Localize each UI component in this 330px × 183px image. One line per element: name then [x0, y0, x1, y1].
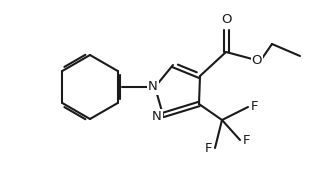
- Text: F: F: [242, 134, 250, 147]
- Text: N: N: [148, 81, 158, 94]
- Text: O: O: [221, 13, 231, 26]
- Text: N: N: [152, 111, 162, 124]
- Text: O: O: [252, 53, 262, 66]
- Text: F: F: [250, 100, 258, 113]
- Text: F: F: [205, 141, 213, 154]
